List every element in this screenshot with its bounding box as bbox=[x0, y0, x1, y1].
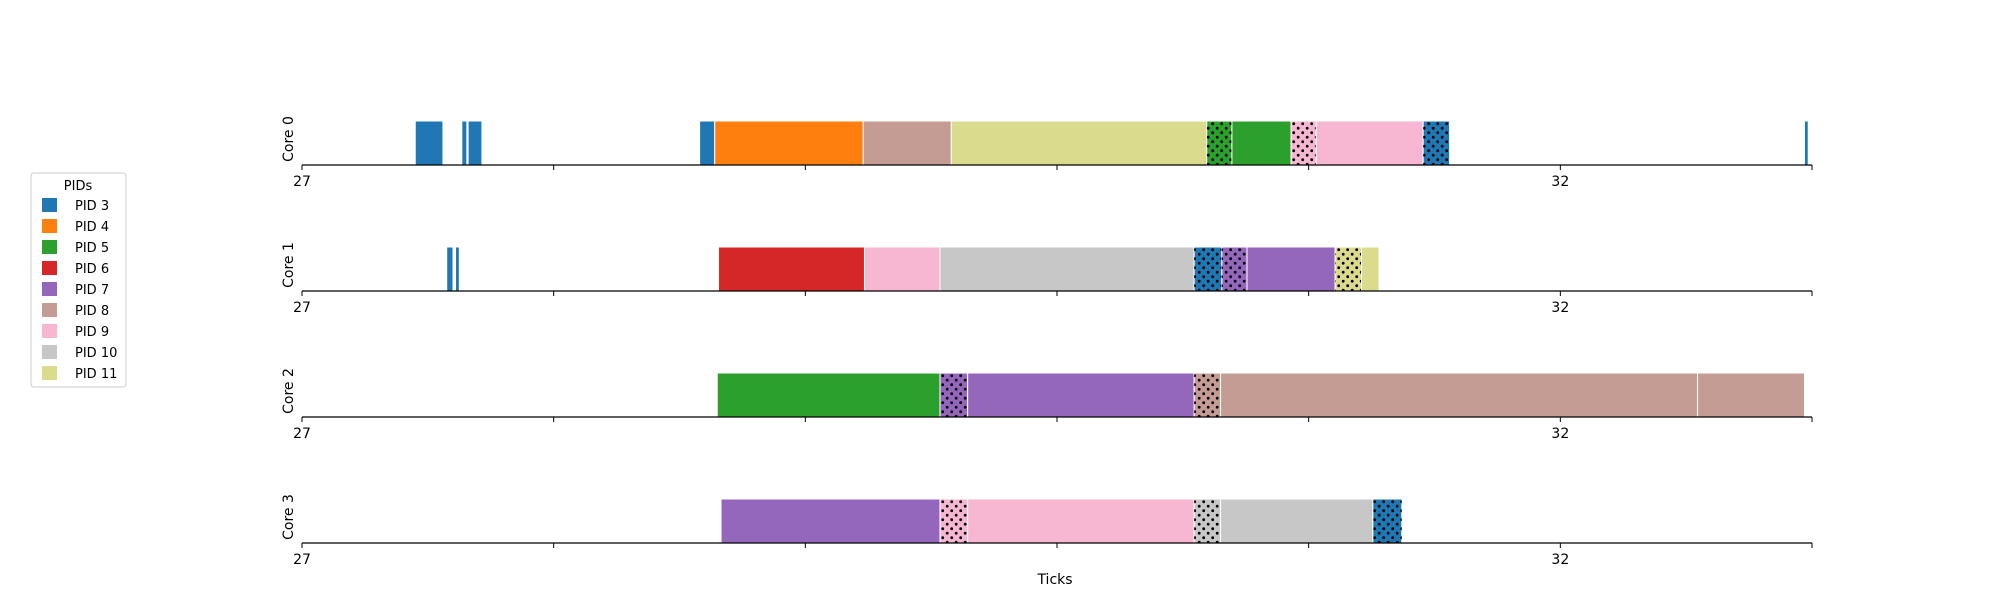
legend-label-pid-6: PID 6 bbox=[75, 262, 109, 277]
segment-hatch-pid-9 bbox=[939, 499, 968, 543]
segment-pid-3 bbox=[414, 120, 444, 166]
segment-hatch-pid-11 bbox=[1335, 247, 1362, 291]
legend-swatch-pid-7 bbox=[42, 282, 57, 296]
segment-pid-3 bbox=[467, 120, 483, 166]
segment-pid-11 bbox=[1361, 246, 1380, 292]
legend-label-pid-3: PID 3 bbox=[75, 199, 109, 214]
legend-swatch-pid-9 bbox=[42, 324, 57, 338]
segment-pid-10 bbox=[1220, 498, 1374, 544]
segment-hatch-pid-8 bbox=[1194, 373, 1221, 417]
core-2-track: 27 32 Core 2 bbox=[281, 368, 1813, 442]
segment-pid-3 bbox=[699, 120, 716, 166]
core-1-track: 27 32 Core 1 bbox=[281, 242, 1813, 316]
segment-hatch-pid-5 bbox=[1206, 121, 1232, 165]
segment-pid-5 bbox=[716, 372, 941, 418]
segment-pid-7 bbox=[720, 498, 941, 544]
segment-pid-4 bbox=[714, 120, 864, 166]
segment-pid-3 bbox=[455, 246, 460, 292]
core-3-label: Core 3 bbox=[281, 494, 297, 540]
segment-pid-8 bbox=[862, 120, 952, 166]
core-3-tick-label: 27 bbox=[293, 552, 311, 568]
core-0-track: 27 32 Core 0 bbox=[281, 116, 1813, 190]
segment-hatch-pid-3 bbox=[1372, 499, 1402, 543]
legend-label-pid-4: PID 4 bbox=[75, 220, 109, 235]
legend-swatch-pid-6 bbox=[42, 261, 57, 275]
core-2-tick-label: 27 bbox=[293, 426, 311, 442]
segment-pid-3 bbox=[461, 120, 468, 166]
legend-label-pid-7: PID 7 bbox=[75, 283, 109, 298]
core-3-track: 27 32 Core 3 bbox=[281, 494, 1813, 568]
core-1-tick-label: 27 bbox=[293, 300, 311, 316]
segment-pid-9 bbox=[967, 498, 1195, 544]
segment-hatch-pid-9 bbox=[1291, 121, 1317, 165]
core-1-tick-label: 32 bbox=[1551, 300, 1569, 316]
legend-label-pid-8: PID 8 bbox=[75, 304, 109, 319]
core-0-label: Core 0 bbox=[281, 116, 297, 162]
legend-swatch-pid-3 bbox=[42, 198, 57, 212]
segment-pid-9 bbox=[1315, 120, 1424, 166]
legend-label-pid-9: PID 9 bbox=[75, 325, 109, 340]
segment-hatch-pid-3 bbox=[1423, 121, 1450, 165]
core-0-tick-label: 27 bbox=[293, 174, 311, 190]
segment-pid-8 bbox=[1696, 372, 1805, 418]
segment-pid-7 bbox=[967, 372, 1195, 418]
core-1-label: Core 1 bbox=[281, 242, 297, 288]
legend-swatch-pid-11 bbox=[42, 366, 57, 380]
segment-hatch-pid-10 bbox=[1194, 499, 1221, 543]
legend-title: PIDs bbox=[64, 179, 93, 194]
x-axis-label: Ticks bbox=[1036, 572, 1072, 588]
legend-swatch-pid-5 bbox=[42, 240, 57, 254]
segment-pid-10 bbox=[939, 246, 1195, 292]
segment-pid-8 bbox=[1220, 372, 1698, 418]
segment-pid-9 bbox=[863, 246, 941, 292]
legend-swatch-pid-4 bbox=[42, 219, 57, 233]
segment-pid-5 bbox=[1231, 120, 1292, 166]
legend-label-pid-10: PID 10 bbox=[75, 346, 117, 361]
cores: 27 32 Core 0 27 32 Core 1 27 32 Core 2 27 32 Core 3 bbox=[281, 116, 1813, 568]
core-0-tick-label: 32 bbox=[1551, 174, 1569, 190]
legend-items: PID 3 PID 4 PID 5 PID 6 PID 7 PID 8 PID 9 PID 1… bbox=[42, 198, 117, 382]
segment-pid-11 bbox=[950, 120, 1208, 166]
core-2-tick-label: 32 bbox=[1551, 426, 1569, 442]
legend-label-pid-5: PID 5 bbox=[75, 241, 109, 256]
segment-hatch-pid-3 bbox=[1194, 247, 1222, 291]
segment-pid-6 bbox=[718, 246, 865, 292]
legend-swatch-pid-10 bbox=[42, 345, 57, 359]
segment-hatch-pid-7 bbox=[1221, 247, 1248, 291]
core-2-label: Core 2 bbox=[281, 368, 297, 414]
core-3-tick-label: 32 bbox=[1551, 552, 1569, 568]
legend-swatch-pid-8 bbox=[42, 303, 57, 317]
legend-label-pid-11: PID 11 bbox=[75, 367, 117, 382]
segment-pid-3 bbox=[1803, 120, 1809, 166]
segment-pid-3 bbox=[446, 246, 454, 292]
segment-pid-7 bbox=[1246, 246, 1336, 292]
legend: PIDs PID 3 PID 4 PID 5 PID 6 PID 7 PID 8 PID 9… bbox=[30, 172, 127, 388]
segment-hatch-pid-7 bbox=[939, 373, 968, 417]
